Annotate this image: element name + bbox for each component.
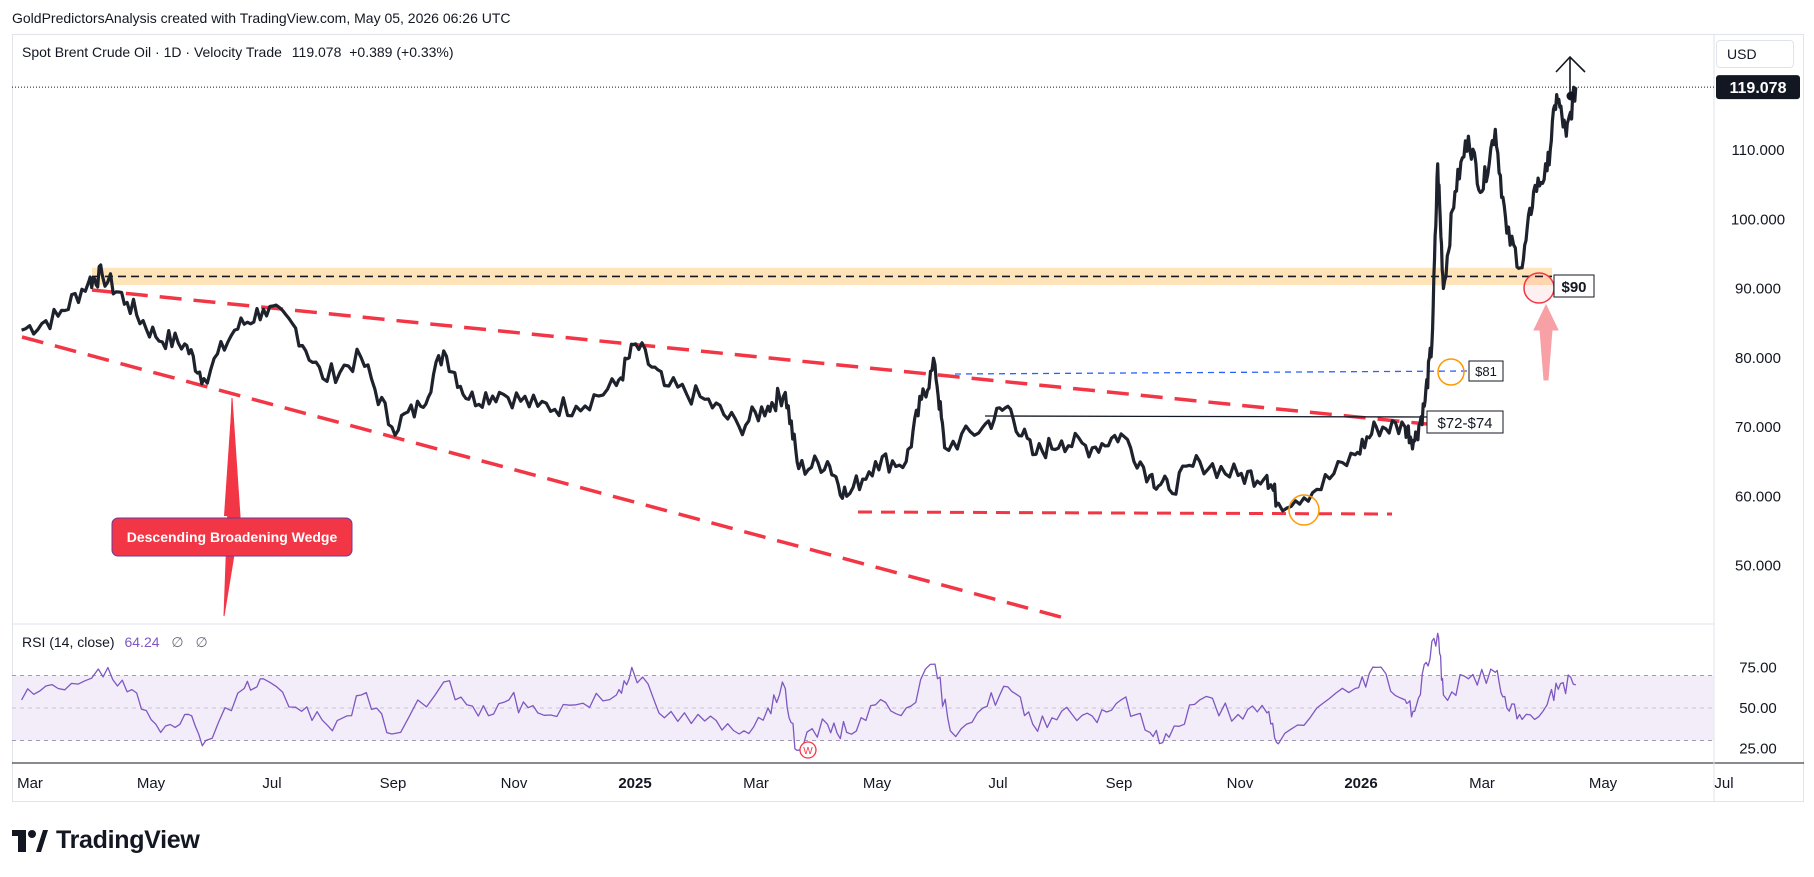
time-tick-label: Jul [988,775,1007,792]
symbol-legend[interactable]: Spot Brent Crude Oil · 1D · Velocity Tra… [22,44,454,60]
level-81-line[interactable] [954,370,1471,375]
level-81-box[interactable]: $81 [1468,360,1504,382]
level-72-74-label: $72-$74 [1437,415,1492,432]
rsi-placeholder-2: ∅ [195,634,208,650]
rsi-value: 64.24 [124,634,160,650]
time-tick-label: May [1589,775,1618,792]
support-dashed-line[interactable] [857,510,1393,516]
time-tick-label: 2025 [618,775,651,792]
currency-button[interactable]: USD [1716,40,1794,68]
last-price: 119.078 [291,44,342,60]
rsi-series-line[interactable] [21,632,1576,751]
symbol-title: Spot Brent Crude Oil · 1D · Velocity Tra… [22,44,282,60]
rsi-placeholder-1: ∅ [171,634,184,650]
retest-circle [1523,272,1555,304]
retest-up-arrow [1533,303,1559,381]
time-tick-label: Mar [1469,775,1495,792]
price-tick-label: 100.000 [1731,211,1785,228]
price-tick-label: 90.000 [1735,281,1781,298]
time-tick-label: 2026 [1344,775,1377,792]
rsi-tick-label: 75.00 [1739,659,1777,676]
price-tick-label: 50.000 [1735,558,1781,575]
low-circle [1288,494,1320,526]
wedge-label: Descending Broadening Wedge [127,529,338,545]
chart-frame [12,34,1804,802]
wedge-pointer-arrow [224,398,240,516]
rsi-axis-labels[interactable]: 25.00 50.00 75.00 [1739,659,1777,757]
rsi-w-marker-letter: W [803,746,813,757]
time-tick-label: Sep [1106,775,1133,792]
wedge-label-box[interactable]: Descending Broadening Wedge [111,517,353,557]
current-price-badge[interactable]: 119.078 [1716,75,1800,100]
level-90-label: $90 [1561,279,1586,296]
tradingview-logo-icon [12,829,48,852]
tradingview-logo-text: TradingView [56,826,200,854]
price-axis-labels[interactable]: 50.000 60.000 70.000 80.000 90.000 100.000 110… [1731,142,1785,575]
chart-attribution: GoldPredictorsAnalysis created with Trad… [12,10,511,26]
time-tick-label: May [863,775,892,792]
trend-arrow-head [1555,55,1586,73]
level-72-74-line[interactable] [984,415,1428,418]
price-tick-label: 70.000 [1735,419,1781,436]
level-81-label: $81 [1475,364,1497,379]
level-72-74-box[interactable]: $72-$74 [1426,410,1504,434]
rsi-legend[interactable]: RSI (14, close) 64.24 ∅ ∅ [22,634,208,651]
price-series-line[interactable] [21,85,1578,513]
tradingview-logo[interactable]: TradingView [12,826,200,855]
rsi-w-marker [799,741,817,759]
time-tick-label: Jul [262,775,281,792]
wedge-lower-line[interactable] [21,335,1073,622]
last-point-dot [1566,91,1576,101]
price-change: +0.389 (+0.33%) [349,44,454,60]
time-tick-label: Nov [1227,775,1254,792]
time-tick-label: Nov [501,775,528,792]
breakout-circle [1437,358,1465,386]
price-tick-label: 110.000 [1731,142,1784,159]
wedge-lines[interactable] [21,288,1428,622]
wedge-upper-line[interactable] [91,288,1428,426]
price-tick-label: 60.000 [1735,488,1781,505]
time-tick-label: May [137,775,166,792]
time-tick-label: Mar [17,775,43,792]
rsi-tick-label: 50.00 [1739,700,1777,717]
time-tick-label: Jul [1714,775,1733,792]
time-axis-labels[interactable]: Mar May Jul Sep Nov 2025 Mar May Jul Sep Nov 2026 Ma… [17,775,1734,792]
level-90-box[interactable]: $90 [1553,274,1595,298]
rsi-title: RSI (14, close) [22,634,115,650]
time-tick-label: Sep [380,775,407,792]
time-tick-label: Mar [743,775,769,792]
current-price-label: 119.078 [1730,80,1787,97]
price-tick-label: 80.000 [1735,350,1781,367]
rsi-tick-label: 25.00 [1739,741,1777,758]
